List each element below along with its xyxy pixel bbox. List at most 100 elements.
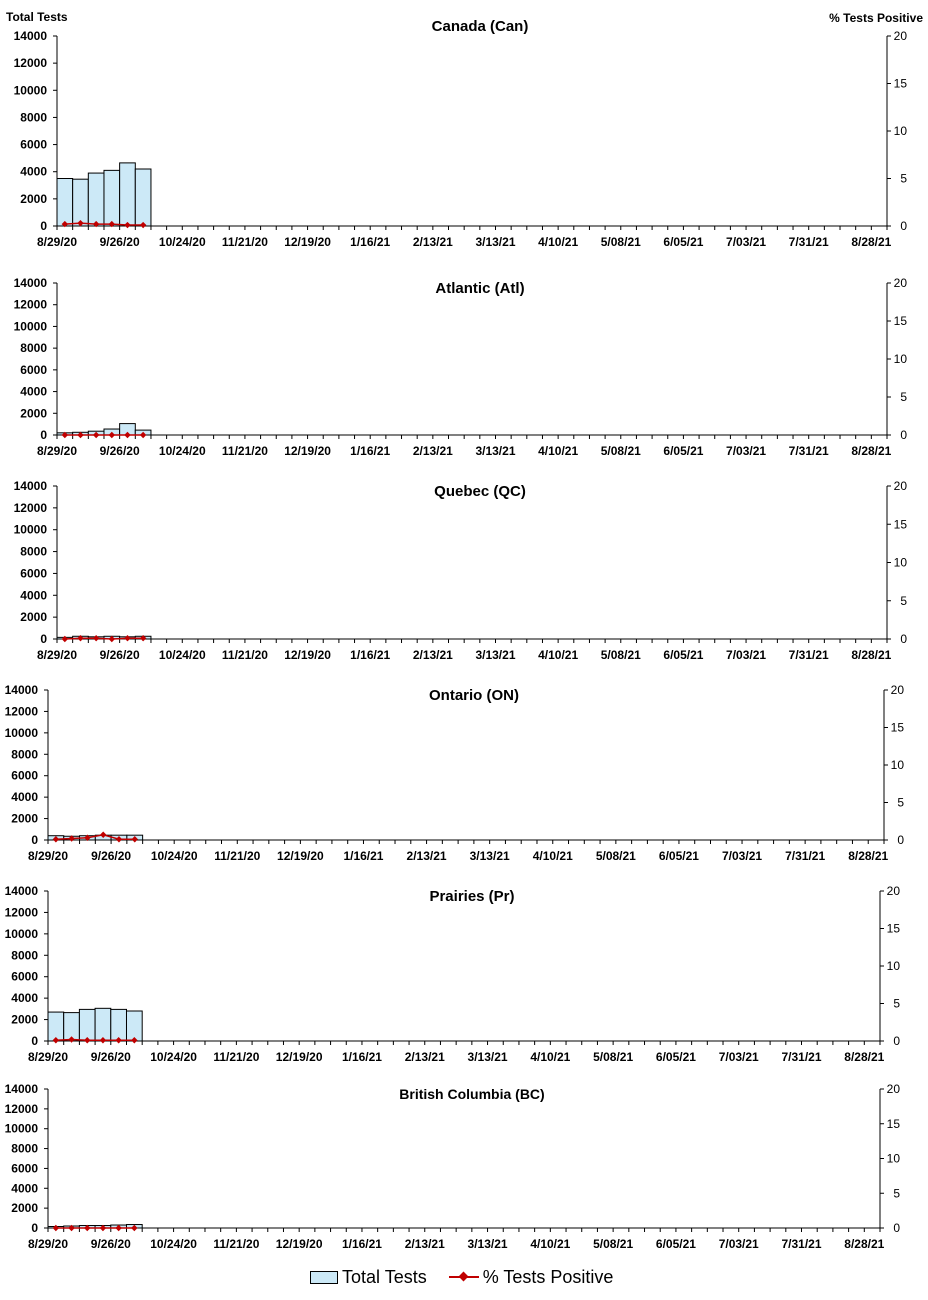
bar <box>119 162 136 227</box>
y-right-tick-label: 0 <box>897 833 904 847</box>
y-left-tick-label: 0 <box>40 219 47 233</box>
legend-bar-label: Total Tests <box>342 1266 427 1287</box>
y-left-tick-label: 2000 <box>11 812 38 826</box>
x-tick-label: 9/26/20 <box>91 1050 131 1064</box>
x-tick-label: 12/19/20 <box>276 1050 323 1064</box>
y-left-tick-label: 10000 <box>5 1122 39 1136</box>
positive-rate-point <box>100 831 107 838</box>
x-tick-label: 11/21/20 <box>213 1237 259 1251</box>
positive-rate-line <box>64 637 144 640</box>
bar <box>87 172 105 227</box>
y-left-tick-label: 10000 <box>14 83 48 97</box>
positive-rate-point <box>115 1224 122 1232</box>
x-tick-label: 3/13/21 <box>470 849 510 863</box>
y-left-tick-label: 14000 <box>14 479 48 493</box>
x-tick-label: 3/13/21 <box>468 1237 508 1251</box>
y-left-tick-label: 8000 <box>11 747 38 761</box>
positive-rate-point <box>124 431 131 439</box>
bar <box>47 1011 65 1042</box>
x-tick-label: 9/26/20 <box>100 444 140 458</box>
y-right-tick-label: 5 <box>893 1186 900 1200</box>
chart-panel: Ontario (ON) 0 2000 4000 6000 8000 10000 12000 1… <box>5 683 905 863</box>
positive-rate-point <box>115 836 123 843</box>
y-left-tick-label: 10000 <box>5 927 39 941</box>
positive-rate-point <box>84 1224 91 1232</box>
y-right-tick-label: 20 <box>894 29 908 43</box>
x-tick-label: 5/08/21 <box>601 648 641 662</box>
x-tick-label: 11/21/20 <box>213 1050 259 1064</box>
y-right-tick-label: 5 <box>900 594 907 608</box>
y-left-tick-label: 4000 <box>11 790 38 804</box>
bar <box>94 1007 112 1042</box>
x-tick-label: 7/03/21 <box>722 849 762 863</box>
legend-item-pct-positive: % Tests Positive <box>448 1267 613 1288</box>
y-right-tick-label: 10 <box>891 758 905 772</box>
y-left-tick-label: 2000 <box>20 610 47 624</box>
chart-title: Atlantic (Atl) <box>435 280 524 297</box>
positive-rate-point <box>92 635 100 642</box>
x-tick-label: 2/13/21 <box>413 235 453 249</box>
y-left-tick-label: 6000 <box>20 566 47 580</box>
positive-rate-point <box>99 1224 107 1232</box>
x-tick-label: 6/05/21 <box>656 1237 696 1251</box>
y-left-tick-label: 0 <box>40 632 47 646</box>
y-right-tick-label: 5 <box>900 390 907 404</box>
y-left-tick-label: 6000 <box>11 970 38 984</box>
x-tick-label: 8/28/21 <box>848 849 888 863</box>
positive-rate-point <box>68 1224 75 1232</box>
x-tick-label: 8/28/21 <box>844 1050 884 1064</box>
y-right-tick-label: 10 <box>894 556 908 570</box>
y-left-tick-label: 14000 <box>14 276 48 290</box>
y-right-tick-label: 0 <box>900 632 907 646</box>
positive-rate-point <box>77 219 84 227</box>
y-left-tick-label: 4000 <box>11 991 38 1005</box>
y-right-tick-label: 15 <box>894 77 908 91</box>
y-left-tick-label: 10000 <box>5 726 39 740</box>
positive-rate-line <box>55 1038 135 1041</box>
x-tick-label: 1/16/21 <box>350 648 390 662</box>
bar <box>125 1010 143 1042</box>
x-tick-label: 11/21/20 <box>214 849 260 863</box>
legend-line-swatch <box>448 1271 479 1283</box>
y-left-tick-label: 0 <box>40 428 47 442</box>
chart-panel: Prairies (Pr) 0 2000 4000 6000 8000 10000 12000… <box>5 884 901 1064</box>
x-tick-label: 5/08/21 <box>593 1050 633 1064</box>
y-right-tick-label: 10 <box>894 352 908 366</box>
y-left-tick-label: 4000 <box>20 385 47 399</box>
x-tick-label: 7/31/21 <box>789 444 829 458</box>
x-tick-label: 12/19/20 <box>284 444 331 458</box>
x-tick-label: 12/19/20 <box>277 849 324 863</box>
x-tick-label: 11/21/20 <box>222 235 268 249</box>
x-tick-label: 7/31/21 <box>781 1050 821 1064</box>
y-right-tick-label: 15 <box>891 721 905 735</box>
y-left-tick-label: 12000 <box>14 501 48 515</box>
x-tick-label: 7/31/21 <box>781 1237 821 1251</box>
x-tick-label: 10/24/20 <box>159 235 206 249</box>
x-tick-label: 2/13/21 <box>405 1237 445 1251</box>
x-tick-label: 6/05/21 <box>663 235 703 249</box>
y-right-tick-label: 20 <box>894 276 908 290</box>
x-tick-label: 10/24/20 <box>150 1237 197 1251</box>
x-tick-label: 3/13/21 <box>475 235 515 249</box>
y-left-tick-label: 8000 <box>11 948 38 962</box>
x-tick-label: 2/13/21 <box>407 849 447 863</box>
x-tick-label: 8/29/20 <box>28 1237 68 1251</box>
positive-rate-point <box>139 635 147 642</box>
positive-rate-point <box>68 835 75 842</box>
x-tick-label: 5/08/21 <box>593 1237 633 1251</box>
x-tick-label: 9/26/20 <box>91 1237 131 1251</box>
positive-rate-point <box>99 1037 107 1044</box>
x-tick-label: 6/05/21 <box>656 1050 696 1064</box>
x-tick-label: 7/03/21 <box>726 444 766 458</box>
x-tick-label: 4/10/21 <box>538 444 578 458</box>
x-tick-label: 3/13/21 <box>475 648 515 662</box>
x-tick-label: 12/19/20 <box>284 648 331 662</box>
y-right-tick-label: 0 <box>900 219 907 233</box>
y-right-tick-label: 20 <box>891 683 905 697</box>
chart-panel: Atlantic (Atl) 0 2000 4000 6000 8000 10000 1200… <box>14 276 908 458</box>
x-tick-label: 1/16/21 <box>350 235 390 249</box>
bar <box>78 1008 96 1042</box>
y-left-tick-label: 2000 <box>20 192 47 206</box>
positive-rate-point <box>61 431 69 439</box>
